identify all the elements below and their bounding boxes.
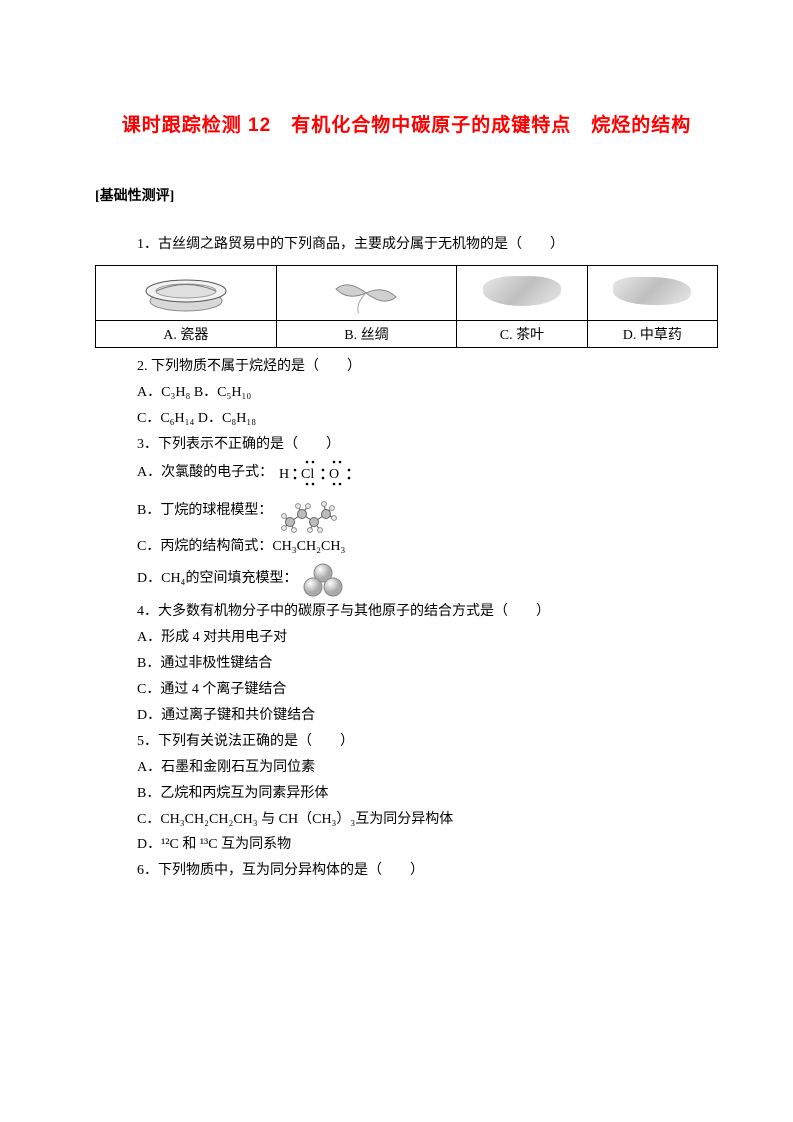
q2-opt-ab: A．C₃H₈ B．C₅H₁₀	[137, 380, 718, 406]
option-label-c: C. 茶叶	[457, 321, 587, 348]
option-image-a	[96, 266, 277, 321]
question-5: 5．下列有关说法正确的是（ ）	[137, 729, 718, 755]
q3-opt-d: D．CH₄的空间填充模型：	[137, 559, 718, 599]
svg-text:Cl: Cl	[301, 467, 314, 482]
q3b-text: B．丁烷的球棍模型：	[137, 503, 272, 518]
q5-opt-b: B．乙烷和丙烷互为同素异形体	[137, 781, 718, 807]
question-2: 2. 下列物质不属于烷烃的是（ ）	[137, 354, 718, 380]
q3a-prefix: A．次氯酸的电子式：	[137, 465, 273, 480]
space-filling-model-icon	[301, 559, 345, 599]
q4-opt-c: C．通过 4 个离子键结合	[137, 677, 718, 703]
option-label-b: B. 丝绸	[276, 321, 457, 348]
q5-opt-d: D．¹²C 和 ¹³C 互为同系物	[137, 832, 718, 858]
q4-opt-d: D．通过离子键和共价键结合	[137, 703, 718, 729]
option-image-d	[587, 266, 717, 321]
question-6: 6．下列物质中，互为同分异构体的是（ ）	[137, 858, 718, 884]
question-1: 1．古丝绸之路贸易中的下列商品，主要成分属于无机物的是（ ）	[137, 233, 718, 253]
q4-opt-b: B．通过非极性键结合	[137, 651, 718, 677]
q2-opt-cd: C．C₆H₁₄ D．C₈H₁₈	[137, 406, 718, 432]
q3-opt-b: B．丁烷的球棍模型：	[137, 488, 718, 534]
q3-opt-c: C．丙烷的结构简式：CH₃CH₂CH₃	[137, 534, 718, 560]
q3-opt-a: A．次氯酸的电子式： H Cl O	[137, 458, 718, 488]
option-image-b	[276, 266, 457, 321]
svg-text:H: H	[279, 467, 289, 482]
page-title: 课时跟踪检测 12 有机化合物中碳原子的成键特点 烷烃的结构	[95, 110, 718, 137]
question-4: 4．大多数有机物分子中的碳原子与其他原子的结合方式是（ ）	[137, 599, 718, 625]
q5-opt-a: A．石墨和金刚石互为同位素	[137, 755, 718, 781]
q3d-text: D．CH₄的空间填充模型：	[137, 572, 297, 587]
options-image-table: A. 瓷器 B. 丝绸 C. 茶叶 D. 中草药	[95, 265, 718, 348]
section-heading: [基础性测评]	[95, 185, 718, 205]
ball-stick-model-icon	[276, 488, 346, 534]
q5-opt-c: C．CH₃CH₂CH₂CH₃ 与 CH（CH₃）₃互为同分异构体	[137, 807, 718, 833]
question-3: 3．下列表示不正确的是（ ）	[137, 432, 718, 458]
option-label-d: D. 中草药	[587, 321, 717, 348]
electron-formula-icon: H Cl O	[277, 458, 365, 488]
svg-text:O: O	[329, 467, 339, 482]
q4-opt-a: A．形成 4 对共用电子对	[137, 625, 718, 651]
option-image-c	[457, 266, 587, 321]
option-label-a: A. 瓷器	[96, 321, 277, 348]
